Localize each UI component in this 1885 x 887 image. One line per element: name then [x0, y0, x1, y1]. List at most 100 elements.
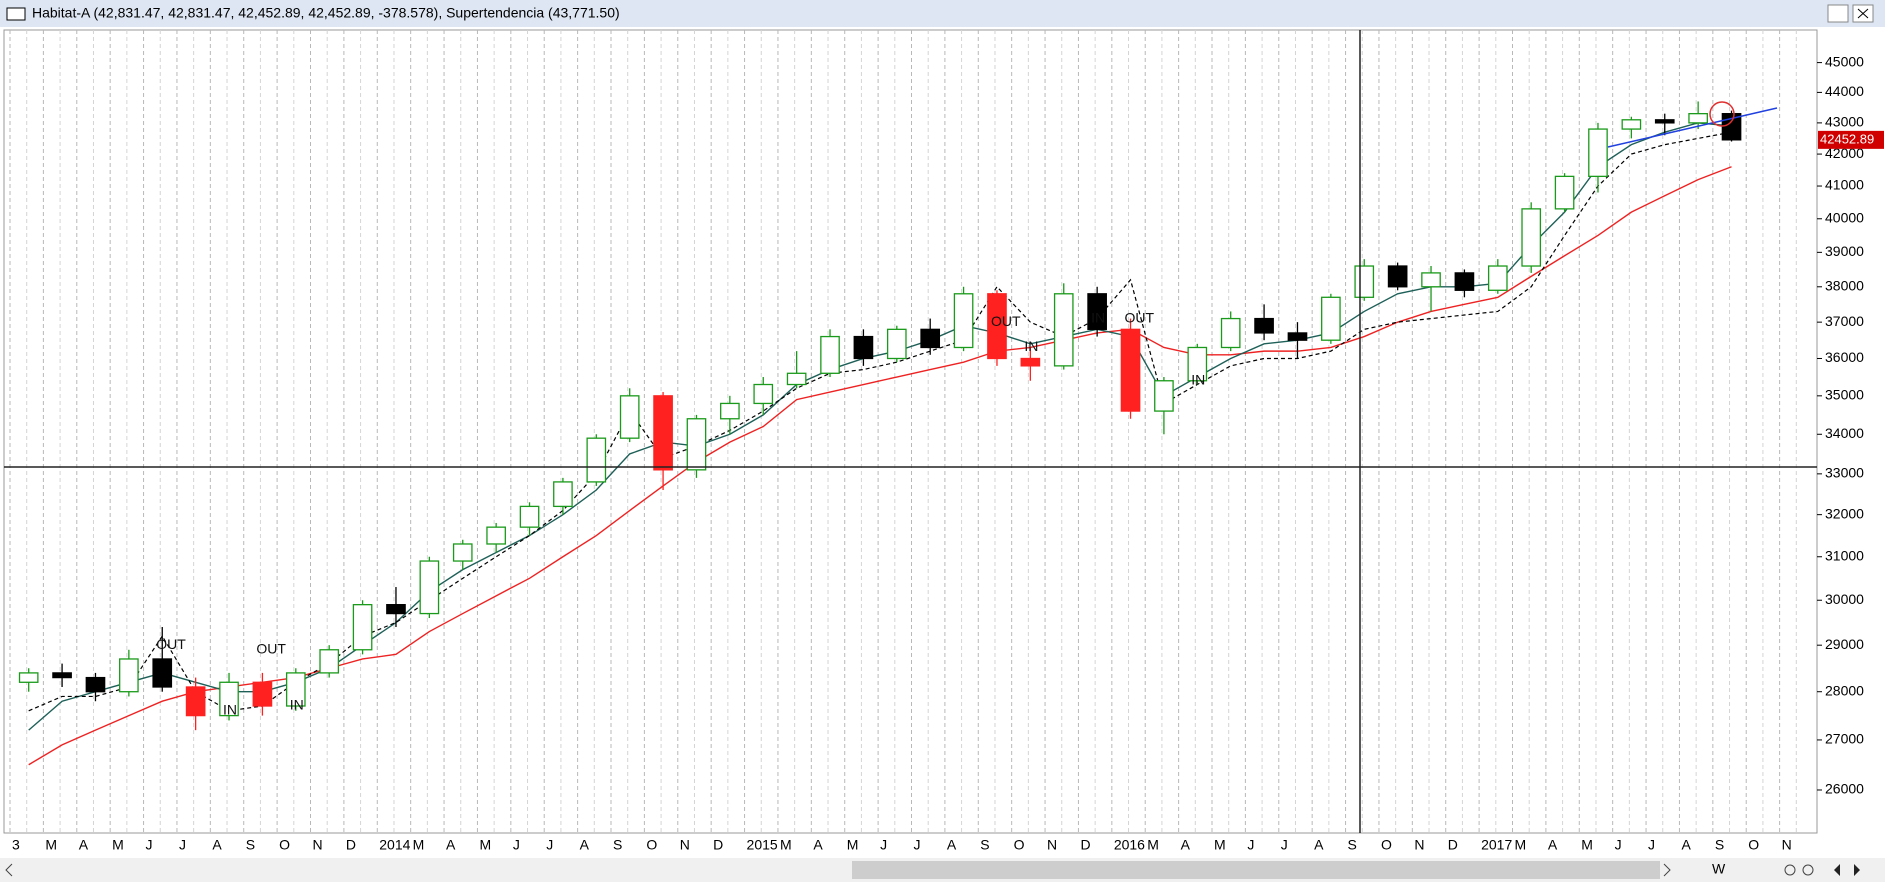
- candle-body: [1187, 346, 1208, 382]
- x-tick-label: 2016: [1114, 837, 1145, 853]
- restore-button[interactable]: [1827, 4, 1849, 23]
- candle-body: [753, 383, 774, 405]
- title-bar: [0, 0, 1885, 27]
- candle-body: [1554, 175, 1575, 210]
- last-price-tag: [1818, 130, 1884, 149]
- y-tick-label: 44000: [1825, 83, 1864, 99]
- x-tick-label: A: [813, 837, 823, 853]
- candle-body: [1087, 293, 1107, 330]
- x-tick-label: A: [1681, 837, 1691, 853]
- y-tick-label: 37000: [1825, 313, 1864, 329]
- candle-body: [219, 681, 239, 717]
- x-tick-label: 2015: [747, 837, 778, 853]
- candle-body: [1454, 272, 1475, 291]
- x-tick-label: M: [1147, 837, 1159, 853]
- candle-body: [252, 681, 273, 707]
- x-tick-label: O: [279, 837, 290, 853]
- x-tick-label: J: [1247, 837, 1254, 853]
- x-tick-label: J: [546, 837, 553, 853]
- y-tick-label: 26000: [1825, 781, 1864, 797]
- signal-label: OUT: [156, 636, 186, 652]
- x-tick-label: S: [1348, 837, 1357, 853]
- scroll-thumb[interactable]: [852, 861, 1660, 879]
- nav-arrows[interactable]: [1834, 864, 1860, 876]
- x-tick-label: M: [112, 837, 124, 853]
- zoom-out[interactable]: [1784, 864, 1796, 876]
- candle-body: [720, 402, 740, 420]
- x-tick-label: M: [1581, 837, 1593, 853]
- window-title: Habitat-A (42,831.47, 42,831.47, 42,452.…: [32, 5, 620, 21]
- window-icon: [6, 7, 26, 21]
- x-tick-label: O: [1748, 837, 1759, 853]
- y-tick-label: 29000: [1825, 636, 1864, 652]
- candle-body: [319, 649, 340, 674]
- x-tick-label: 3: [12, 837, 20, 853]
- x-tick-label: M: [479, 837, 491, 853]
- candle-body: [820, 335, 840, 374]
- x-tick-label: O: [1381, 837, 1392, 853]
- candle-body: [1588, 128, 1608, 178]
- signal-label: IN: [1191, 371, 1205, 387]
- x-tick-label: M: [1515, 837, 1527, 853]
- zoom-in[interactable]: [1802, 864, 1814, 876]
- x-tick-label: A: [1548, 837, 1558, 853]
- y-tick-label: 32000: [1825, 505, 1864, 521]
- candle-body: [987, 293, 1007, 360]
- candle-body: [886, 328, 907, 360]
- candle-body: [1321, 296, 1341, 341]
- candle-body: [786, 372, 807, 386]
- y-tick-label: 45000: [1825, 53, 1864, 69]
- toolbar-w[interactable]: W: [1712, 861, 1726, 877]
- x-tick-label: S: [980, 837, 989, 853]
- y-tick-label: 43000: [1825, 114, 1864, 130]
- x-tick-label: A: [1314, 837, 1324, 853]
- x-tick-label: M: [847, 837, 859, 853]
- candle-body: [920, 328, 941, 349]
- x-tick-label: J: [179, 837, 186, 853]
- x-tick-label: 2014: [379, 837, 410, 853]
- y-tick-label: 41000: [1825, 177, 1864, 193]
- y-tick-label: 33000: [1825, 465, 1864, 481]
- candle-body: [486, 526, 506, 545]
- scroll-right[interactable]: [1663, 863, 1671, 877]
- candle-body: [1421, 272, 1441, 288]
- candle-body: [1387, 265, 1408, 288]
- scroll-left[interactable]: [5, 863, 13, 877]
- candle-body: [285, 672, 306, 707]
- y-tick-label: 38000: [1825, 277, 1864, 293]
- indicator-line: [28, 166, 1732, 766]
- x-tick-label: A: [1181, 837, 1191, 853]
- x-tick-label: O: [1014, 837, 1025, 853]
- x-tick-label: S: [613, 837, 622, 853]
- x-tick-label: O: [646, 837, 657, 853]
- x-tick-label: J: [513, 837, 520, 853]
- signal-label: IN: [1024, 338, 1038, 354]
- candle-body: [18, 672, 39, 683]
- trend-line[interactable]: [1607, 107, 1778, 148]
- indicator-line: [28, 131, 1732, 712]
- signal-label: OUT: [991, 313, 1021, 329]
- x-tick-label: M: [45, 837, 57, 853]
- candle-body: [519, 505, 540, 528]
- signal-label: IN: [1091, 309, 1105, 325]
- candle-body: [1521, 208, 1542, 267]
- candle-body: [452, 543, 473, 562]
- x-tick-label: M: [413, 837, 425, 853]
- signal-label: IN: [290, 697, 304, 713]
- close-icon: [1857, 8, 1869, 19]
- x-tick-label: A: [446, 837, 456, 853]
- candle-body: [1354, 265, 1375, 298]
- y-tick-label: 30000: [1825, 591, 1864, 607]
- candle-body: [1287, 332, 1308, 341]
- candle-body: [653, 395, 673, 471]
- candle-body: [953, 293, 974, 349]
- indicator-line: [28, 122, 1732, 731]
- candle-body: [853, 335, 874, 360]
- x-tick-label: N: [1782, 837, 1792, 853]
- candle-body: [553, 481, 573, 508]
- y-tick-label: 28000: [1825, 682, 1864, 698]
- alert-circle[interactable]: [1709, 101, 1735, 127]
- signal-label: OUT: [1125, 309, 1155, 325]
